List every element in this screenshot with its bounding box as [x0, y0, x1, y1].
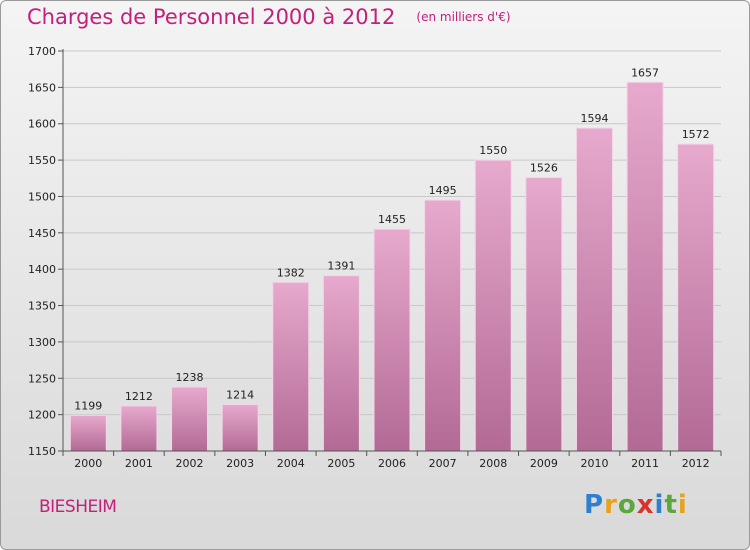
data-label: 1526 — [530, 162, 558, 175]
labels: 1150 1200 1250 1300 1350 1400 1450 1500 1550 1600… — [28, 45, 710, 470]
logo-letter: x — [636, 490, 655, 520]
x-tick-label: 2011 — [631, 457, 659, 470]
bar — [525, 177, 563, 452]
data-label: 1382 — [277, 266, 305, 279]
axes — [58, 49, 722, 456]
logo-letter: o — [617, 490, 637, 520]
x-tick-label: 2004 — [277, 457, 305, 470]
y-tick-label: 1200 — [28, 409, 56, 422]
x-tick-label: 2006 — [378, 457, 406, 470]
logo-letter: i — [677, 490, 688, 520]
chart-subtitle: (en milliers d'€) — [416, 10, 511, 24]
bar — [171, 386, 209, 452]
bar — [272, 281, 310, 452]
y-tick-label: 1500 — [28, 190, 56, 203]
x-tick-label: 2005 — [327, 457, 355, 470]
y-tick-label: 1450 — [28, 227, 56, 240]
data-label: 1550 — [479, 144, 507, 157]
y-tick-label: 1550 — [28, 154, 56, 167]
y-tick-label: 1400 — [28, 263, 56, 276]
data-label: 1212 — [125, 390, 153, 403]
y-tick-label: 1350 — [28, 300, 56, 313]
bar — [677, 143, 715, 452]
chart-title: Charges de Personnel 2000 à 2012 — [27, 5, 396, 29]
x-tick-label: 2010 — [580, 457, 608, 470]
bar — [373, 228, 411, 452]
bar — [322, 275, 360, 452]
bar — [120, 405, 158, 452]
y-tick-label: 1300 — [28, 336, 56, 349]
bar — [221, 403, 259, 452]
bar — [424, 199, 462, 452]
logo-letter: P — [584, 490, 605, 520]
x-tick-label: 2001 — [125, 457, 153, 470]
bar — [575, 127, 613, 452]
y-tick-label: 1700 — [28, 45, 56, 58]
x-tick-label: 2003 — [226, 457, 254, 470]
data-label: 1594 — [580, 112, 608, 125]
data-label: 1657 — [631, 66, 659, 79]
x-tick-label: 2012 — [682, 457, 710, 470]
bars — [69, 81, 715, 452]
y-tick-label: 1250 — [28, 372, 56, 385]
x-tick-label: 2007 — [429, 457, 457, 470]
bar — [474, 159, 512, 452]
data-label: 1572 — [682, 128, 710, 141]
logo-letter: i — [654, 490, 665, 520]
data-label: 1238 — [176, 371, 204, 384]
y-tick-label: 1650 — [28, 81, 56, 94]
bar — [69, 414, 107, 452]
bar — [626, 81, 664, 452]
data-label: 1495 — [429, 184, 457, 197]
data-label: 1455 — [378, 213, 406, 226]
x-tick-label: 2009 — [530, 457, 558, 470]
y-tick-label: 1600 — [28, 118, 56, 131]
logo-letter: t — [664, 490, 678, 520]
logo-letter: r — [604, 490, 618, 520]
title-row: Charges de Personnel 2000 à 2012 (en mil… — [27, 5, 511, 29]
x-tick-label: 2008 — [479, 457, 507, 470]
data-label: 1214 — [226, 388, 254, 401]
x-tick-label: 2002 — [176, 457, 204, 470]
data-label: 1391 — [327, 260, 355, 273]
data-label: 1199 — [74, 399, 102, 412]
x-tick-label: 2000 — [74, 457, 102, 470]
y-tick-label: 1150 — [28, 445, 56, 458]
commune-name: BIESHEIM — [39, 497, 117, 517]
proxiti-logo: Proxiti — [584, 490, 688, 520]
